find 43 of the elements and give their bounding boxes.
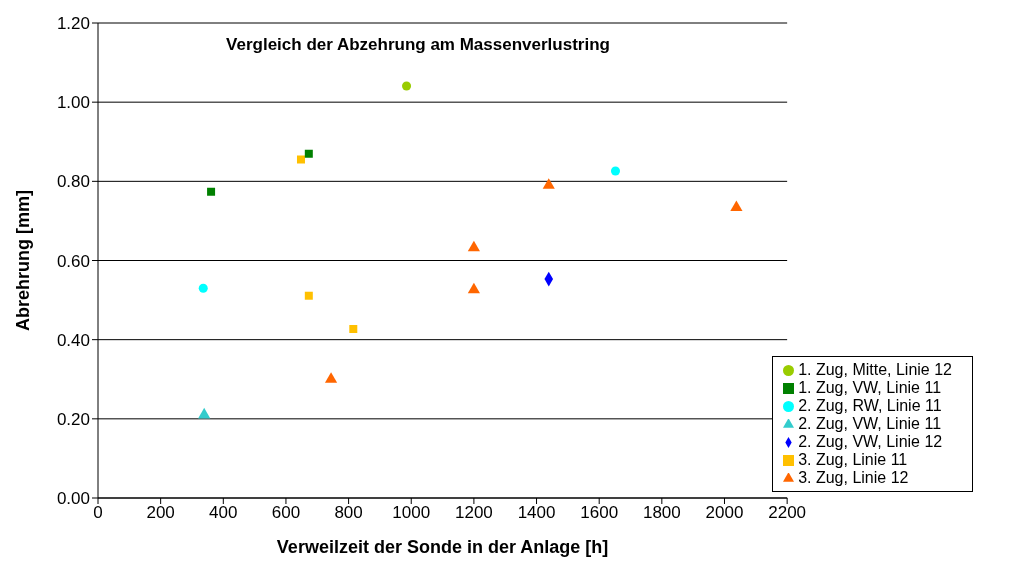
point: [467, 240, 480, 252]
point: [198, 407, 211, 419]
point: [730, 200, 743, 211]
text: Vergleich der Abzehrung am Massenverlustring: [225, 35, 611, 55]
y-tick-label: 0.80: [56, 172, 90, 192]
x-tick-label: 600: [271, 503, 301, 523]
x-tick-label: 0: [93, 503, 103, 523]
legend-label: 1. Zug, VW, Linie 11: [798, 379, 942, 396]
x-tick-label: 1600: [580, 503, 619, 523]
y-tick-label: 1.20: [56, 14, 90, 34]
point: [349, 324, 358, 333]
y-tick-label: 0.20: [56, 409, 90, 429]
y-tick-label: 1.00: [56, 93, 90, 113]
point: [324, 372, 338, 383]
y-tick-label: 0.40: [56, 330, 90, 350]
legend-label: 1. Zug, Mitte, Linie 12: [798, 361, 952, 378]
point: [304, 149, 313, 158]
x-tick-label: 2000: [705, 503, 744, 523]
x-tick-label: 200: [146, 503, 175, 523]
y-axis-title: Abrehrung [mm]: [13, 190, 34, 331]
point: [207, 187, 216, 196]
x-tick-label: 1800: [642, 503, 681, 523]
point: [402, 81, 412, 91]
point: [198, 283, 208, 293]
point: [467, 282, 480, 294]
x-axis-title: Verweilzeit der Sonde in der Anlage [h]: [276, 537, 609, 557]
y-tick-label: 0.00: [56, 489, 90, 509]
x-tick-label: 400: [209, 503, 238, 523]
point: [296, 155, 305, 164]
x-tick-label: 1400: [517, 503, 556, 523]
legend-label: 2. Zug, VW, Linie 11: [798, 415, 942, 432]
x-tick-label: 1200: [454, 503, 493, 523]
point: [304, 291, 313, 300]
legend-label: 3. Zug, Linie 11: [798, 451, 908, 468]
x-tick-label: 800: [334, 503, 363, 523]
x-tick-label: 1000: [392, 503, 431, 523]
legend-label: 2. Zug, RW, Linie 11: [798, 397, 942, 414]
y-tick-label: 0.60: [56, 251, 90, 271]
point: [542, 178, 555, 189]
x-tick-label: 2200: [768, 503, 807, 523]
legend-label: 2. Zug, VW, Linie 12: [798, 433, 943, 450]
legend-label: 3. Zug, Linie 12: [798, 469, 909, 486]
point: [610, 166, 620, 176]
